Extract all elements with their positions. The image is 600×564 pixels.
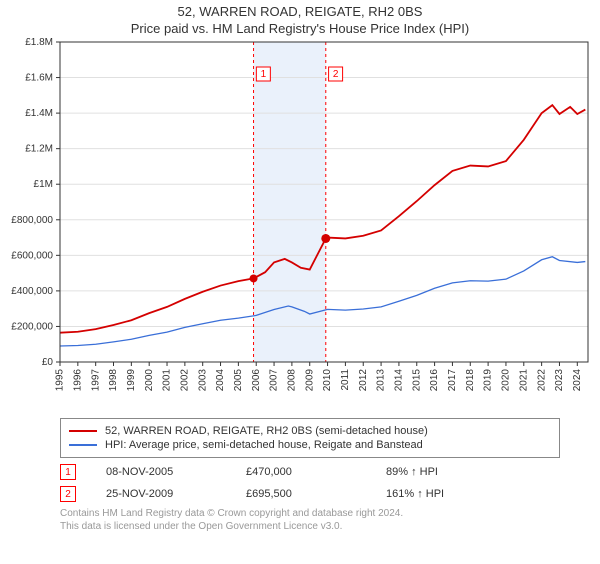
sale-price: £470,000 [246,466,356,478]
sale-date: 08-NOV-2005 [106,466,216,478]
sale-badge: 2 [60,486,76,502]
svg-text:2017: 2017 [447,369,458,392]
svg-text:2023: 2023 [554,369,565,392]
price-chart: £0 £200,000 £400,000 £600,000 £800,000 £1M £1.… [0,36,600,414]
page-title: 52, WARREN ROAD, REIGATE, RH2 0BS [0,4,600,19]
legend: 52, WARREN ROAD, REIGATE, RH2 0BS (semi-… [60,418,560,458]
svg-text:1: 1 [261,69,267,80]
legend-swatch [69,444,97,446]
sale-date: 25-NOV-2009 [106,488,216,500]
svg-text:£1.4M: £1.4M [25,108,53,119]
svg-text:2001: 2001 [162,369,173,392]
sale-row: 2 25-NOV-2009 £695,500 161% ↑ HPI [60,486,560,502]
svg-text:2007: 2007 [269,369,280,392]
sale-badge: 1 [60,464,76,480]
sale-delta: 161% ↑ HPI [386,488,444,500]
svg-text:2019: 2019 [483,369,494,392]
footer-line: Contains HM Land Registry data © Crown c… [60,508,560,521]
svg-text:2011: 2011 [340,369,351,391]
svg-text:1999: 1999 [126,369,137,392]
svg-text:2020: 2020 [501,369,512,392]
svg-text:2016: 2016 [429,369,440,392]
svg-text:1995: 1995 [55,369,66,392]
legend-label: 52, WARREN ROAD, REIGATE, RH2 0BS (semi-… [105,425,428,437]
legend-swatch [69,430,97,432]
svg-text:£1.6M: £1.6M [25,73,53,84]
svg-text:2004: 2004 [215,369,226,392]
page-subtitle: Price paid vs. HM Land Registry's House … [0,21,600,36]
svg-text:2021: 2021 [518,369,529,392]
sale-price: £695,500 [246,488,356,500]
svg-text:£800,000: £800,000 [11,215,53,226]
svg-text:£600,000: £600,000 [11,250,53,261]
footer: Contains HM Land Registry data © Crown c… [60,508,560,533]
legend-label: HPI: Average price, semi-detached house,… [105,439,423,451]
svg-text:2013: 2013 [376,369,387,392]
svg-text:2008: 2008 [287,369,298,392]
svg-text:2012: 2012 [358,369,369,392]
svg-text:£400,000: £400,000 [11,286,53,297]
legend-item: HPI: Average price, semi-detached house,… [69,439,551,451]
svg-text:2014: 2014 [394,369,405,392]
svg-text:2009: 2009 [304,369,315,392]
svg-text:2003: 2003 [197,369,208,392]
svg-text:2000: 2000 [144,369,155,392]
svg-text:1996: 1996 [72,369,83,392]
svg-text:2018: 2018 [465,369,476,392]
sale-delta: 89% ↑ HPI [386,466,438,478]
svg-text:£200,000: £200,000 [11,321,53,332]
svg-text:2022: 2022 [536,369,547,392]
svg-text:1998: 1998 [108,369,119,392]
legend-item: 52, WARREN ROAD, REIGATE, RH2 0BS (semi-… [69,425,551,437]
svg-text:2015: 2015 [411,369,422,392]
svg-text:2005: 2005 [233,369,244,392]
svg-text:2: 2 [333,69,339,80]
sale-row: 1 08-NOV-2005 £470,000 89% ↑ HPI [60,464,560,480]
svg-text:2024: 2024 [572,369,583,392]
svg-text:2010: 2010 [322,369,333,392]
svg-text:£0: £0 [42,357,54,368]
footer-line: This data is licensed under the Open Gov… [60,521,560,534]
svg-text:£1.2M: £1.2M [25,144,53,155]
svg-text:2002: 2002 [180,369,191,392]
sales-table: 1 08-NOV-2005 £470,000 89% ↑ HPI 2 25-NOV-200… [60,464,560,502]
svg-text:£1M: £1M [34,179,53,190]
svg-text:£1.8M: £1.8M [25,37,53,48]
svg-text:2006: 2006 [251,369,262,392]
svg-text:1997: 1997 [90,369,101,392]
